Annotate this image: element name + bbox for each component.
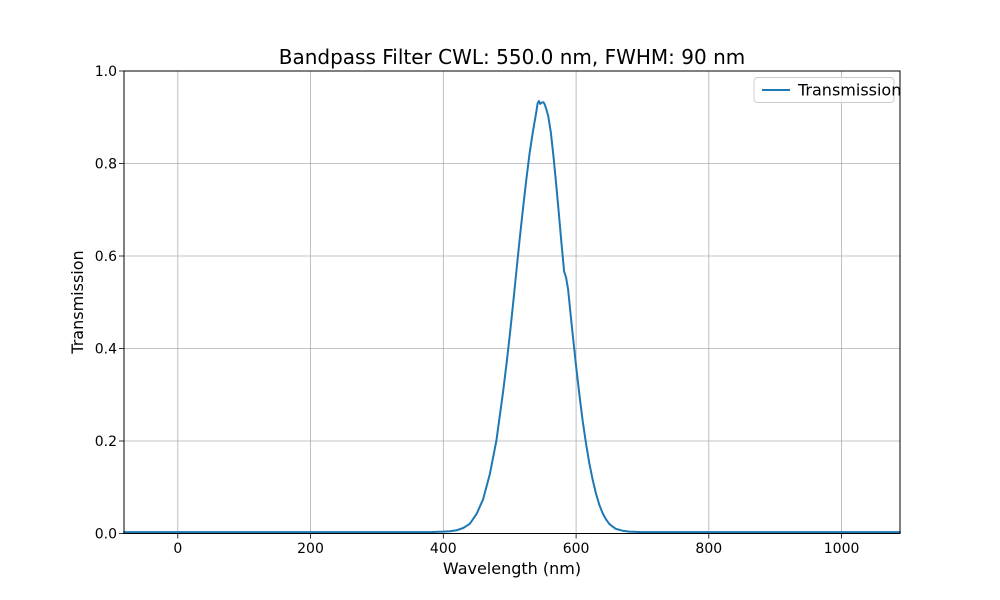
y-tick-label-0.4: 0.4 bbox=[95, 342, 117, 358]
x-tick-label-1000: 1000 bbox=[824, 541, 860, 557]
y-tick-label-0.6: 0.6 bbox=[95, 249, 117, 265]
y-axis-label: Transmission bbox=[68, 250, 87, 354]
x-tick-label-800: 800 bbox=[695, 541, 722, 557]
x-tick-label-0: 0 bbox=[173, 541, 182, 557]
x-tick-label-400: 400 bbox=[430, 541, 457, 557]
y-tick-label-1: 1.0 bbox=[95, 64, 117, 80]
y-tick-label-0.2: 0.2 bbox=[95, 434, 117, 450]
tick-labels: 0 200 400 600 800 1000 0.0 0.2 0.4 0.6 0.8 1.0 bbox=[95, 64, 860, 557]
x-tick-label-600: 600 bbox=[563, 541, 590, 557]
transmission-curve bbox=[123, 100, 901, 534]
y-tick-label-0: 0.0 bbox=[95, 527, 117, 543]
plot-area bbox=[124, 71, 900, 534]
legend-box bbox=[753, 77, 895, 103]
chart-title: Bandpass Filter CWL: 550.0 nm, FWHM: 90 … bbox=[279, 45, 745, 69]
x-tick-label-200: 200 bbox=[297, 541, 324, 557]
legend: Transmission bbox=[753, 77, 901, 103]
plot-border bbox=[123, 70, 901, 534]
y-tick-label-0.8: 0.8 bbox=[95, 157, 117, 173]
legend-label: Transmission bbox=[797, 81, 901, 100]
x-axis-label: Wavelength (nm) bbox=[443, 559, 581, 578]
tick-marks bbox=[119, 70, 842, 539]
